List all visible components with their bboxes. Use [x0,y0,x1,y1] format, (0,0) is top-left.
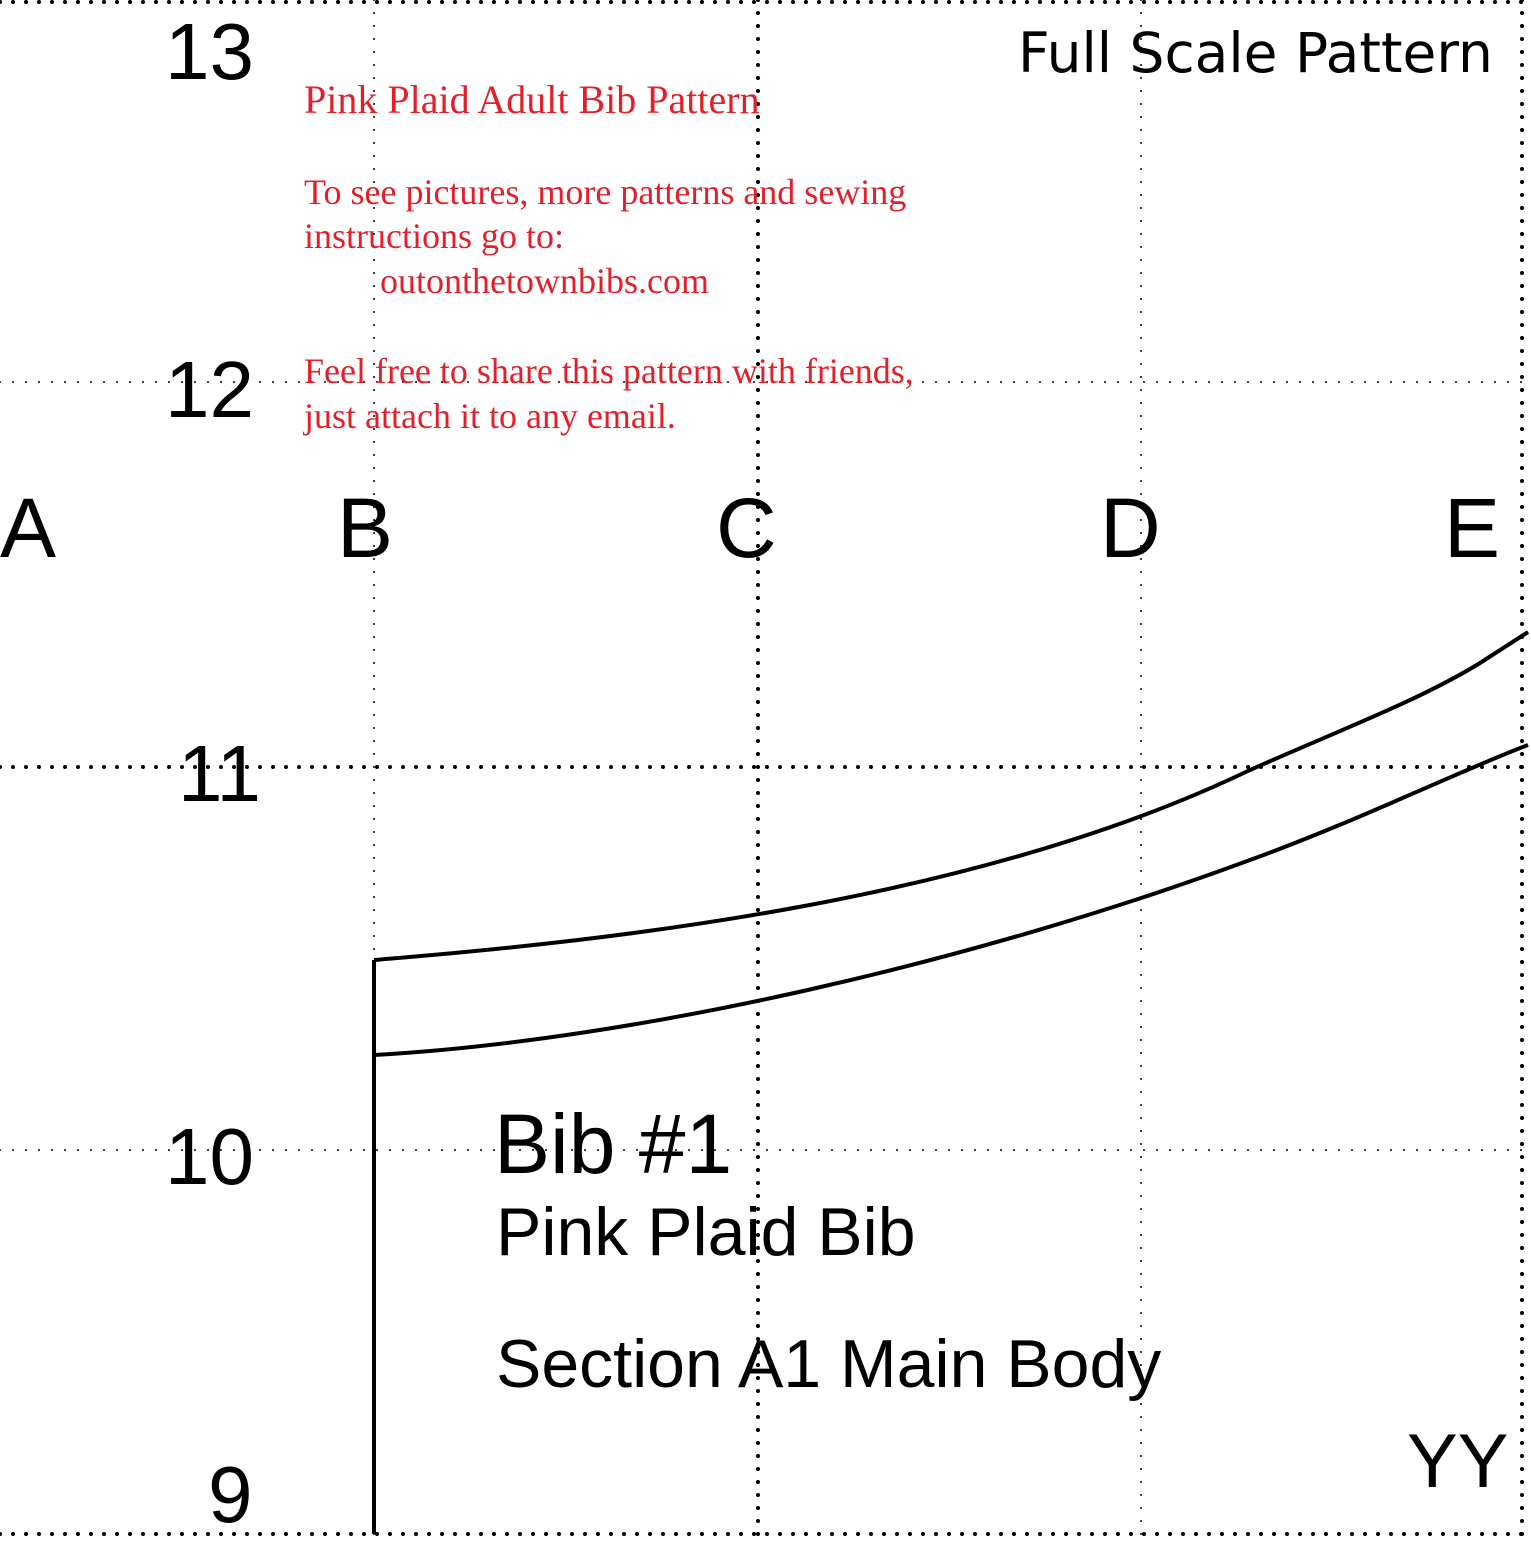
share-line-2: just attach it to any email. [304,396,676,436]
website-url: outonthetownbibs.com [380,261,709,301]
row-label-13: 13 [165,7,254,96]
row-label-9: 9 [208,1450,253,1539]
full-scale-label: Full Scale Pattern [1018,21,1493,85]
piece-subtitle: Pink Plaid Bib [496,1194,916,1270]
row-label-10: 10 [165,1112,254,1201]
piece-section: Section A1 Main Body [496,1326,1162,1402]
pattern-title: Pink Plaid Adult Bib Pattern [304,77,760,122]
column-label-b: B [337,481,394,575]
corner-code: YY [1407,1419,1509,1504]
row-label-12: 12 [165,345,254,434]
row-label-11: 11 [178,729,262,818]
column-label-d: D [1100,481,1161,575]
column-label-e: E [1444,481,1501,575]
column-label-c: C [716,481,777,575]
bib-neckline-outer [373,630,1530,962]
info-line-2: instructions go to: [304,216,564,256]
bib-neckline-inner [373,743,1529,1057]
share-line-1: Feel free to share this pattern with fri… [304,351,914,391]
info-line-1: To see pictures, more patterns and sewin… [304,172,907,212]
column-label-a: A [0,481,57,575]
piece-name: Bib #1 [494,1097,733,1191]
